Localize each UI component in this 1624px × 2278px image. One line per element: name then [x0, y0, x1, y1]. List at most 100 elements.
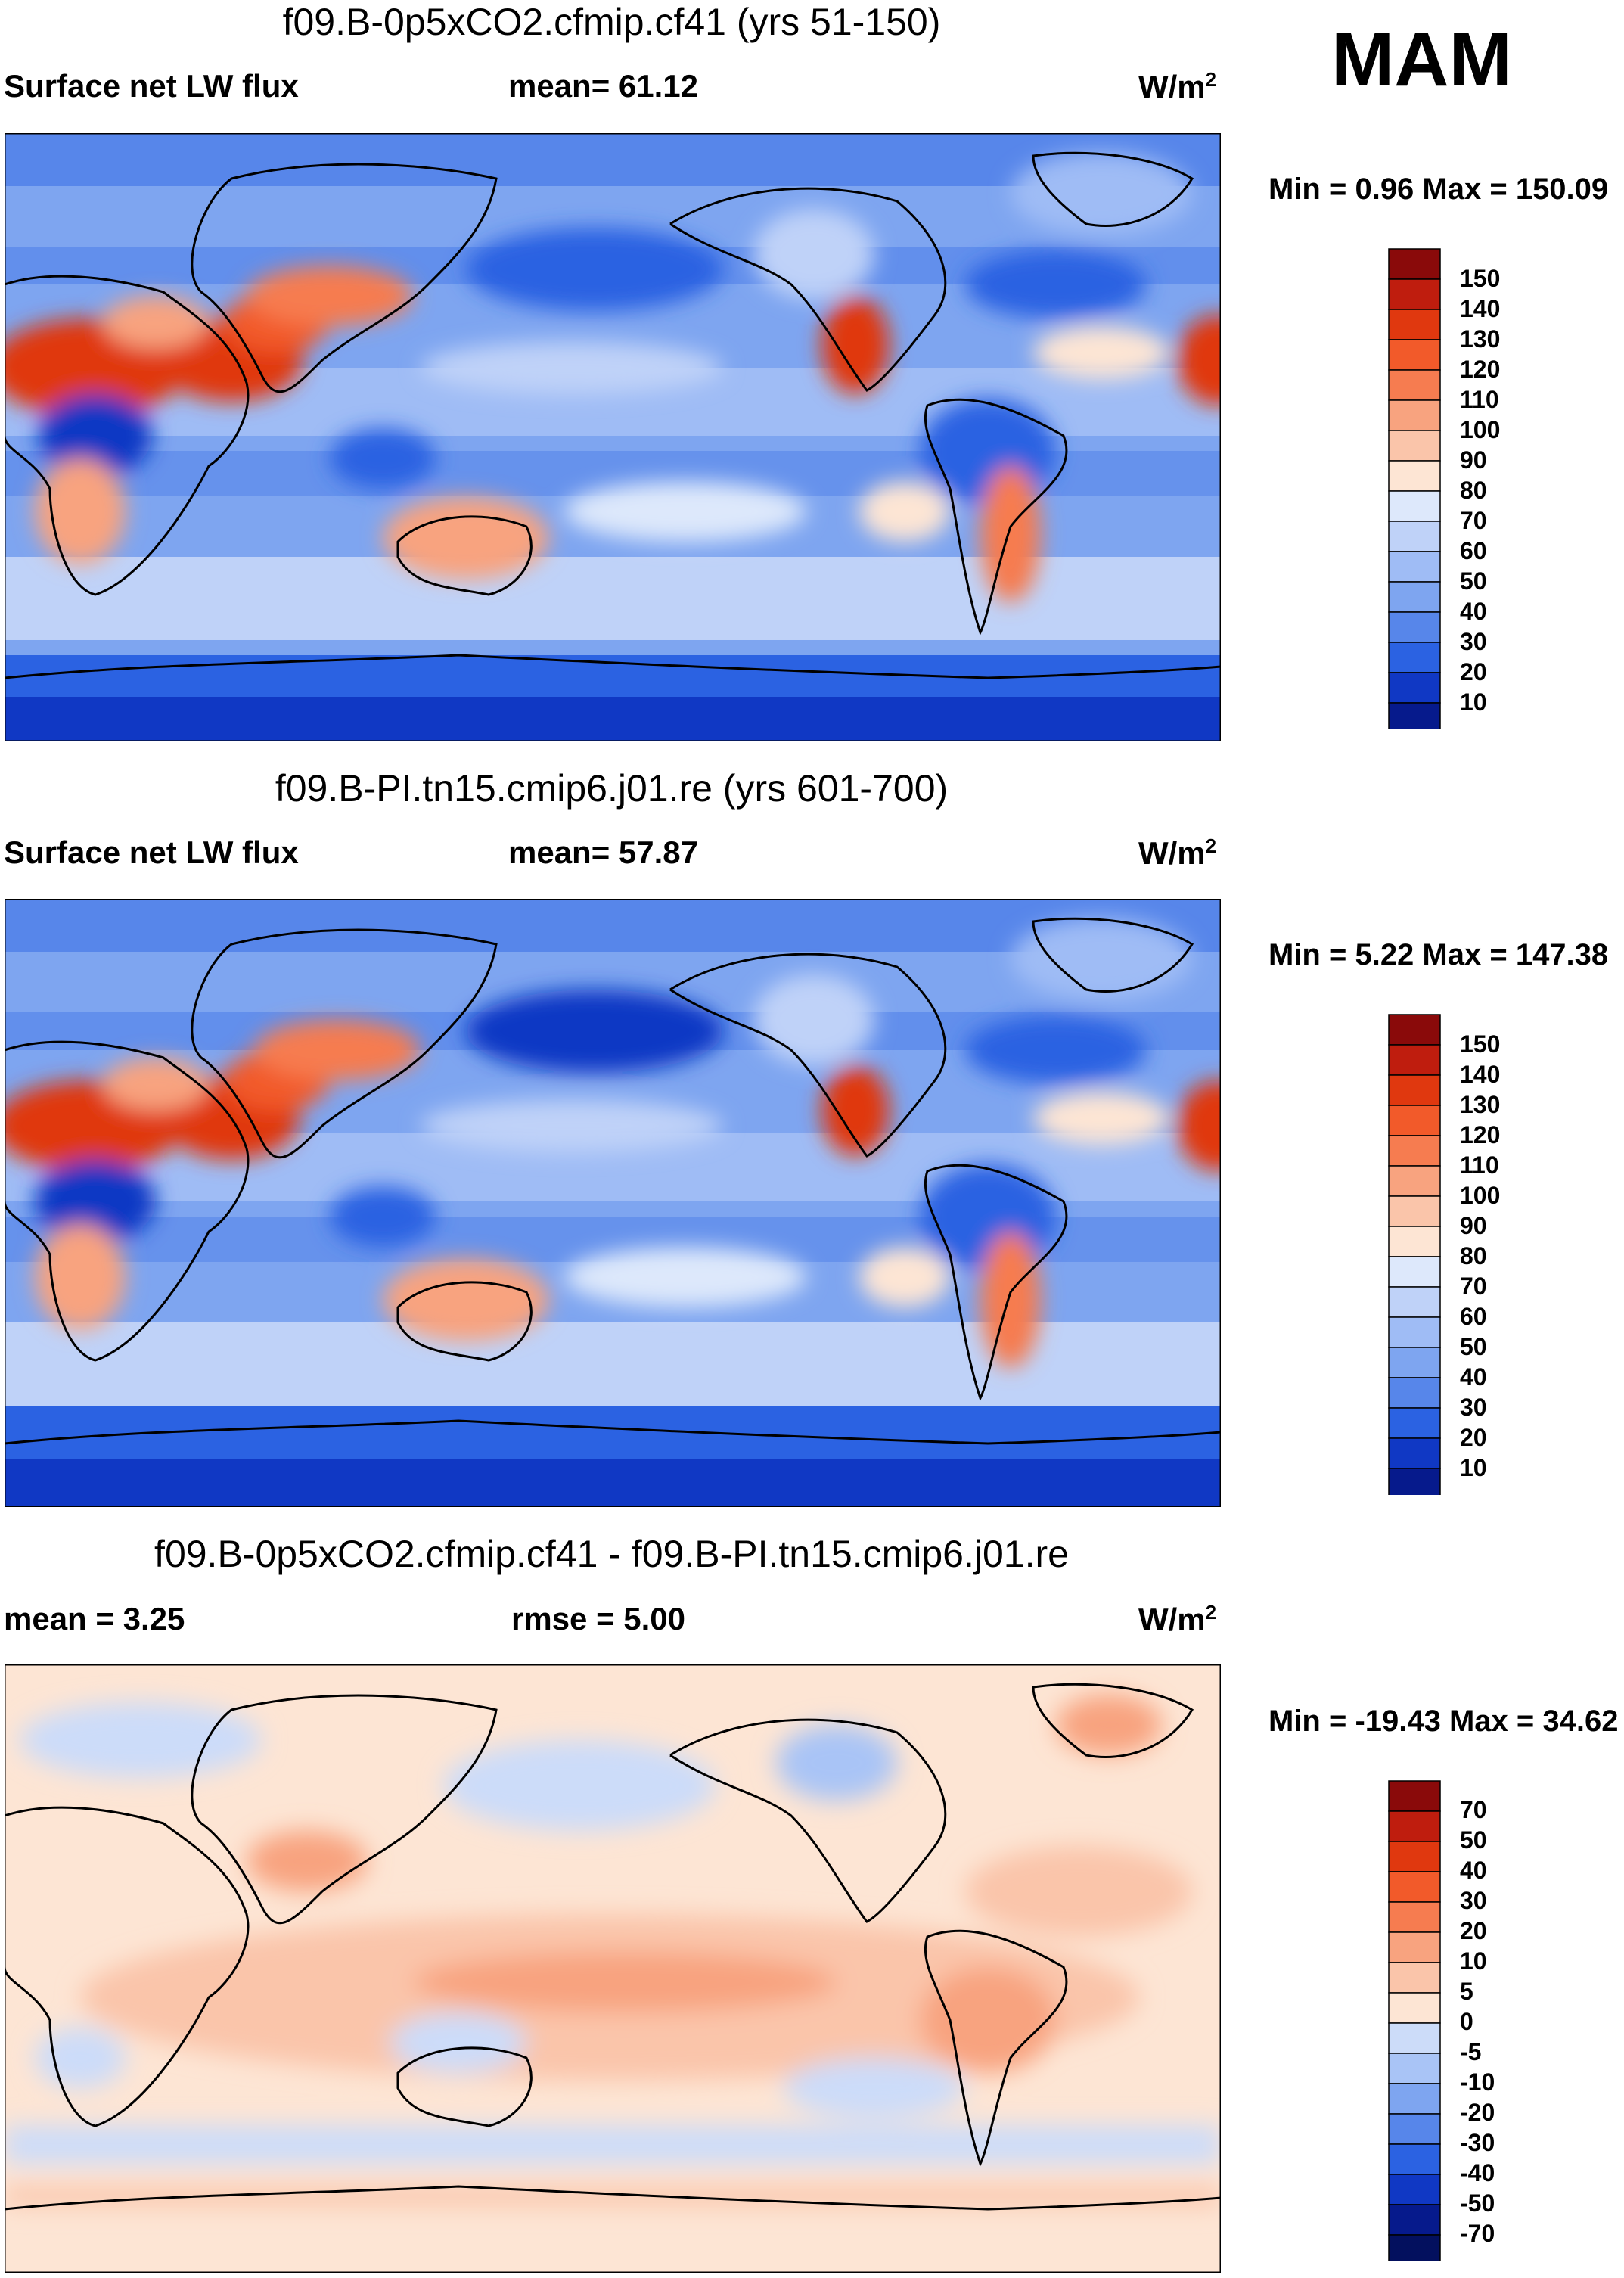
colorbar-tick-label: 50	[1460, 567, 1487, 595]
colorbar-box	[1388, 702, 1441, 729]
colorbar-tick-label: 120	[1460, 1121, 1501, 1148]
colorbar-box	[1388, 1931, 1441, 1963]
colorbar-box	[1388, 672, 1441, 704]
colorbar-tick-label: 70	[1460, 1273, 1487, 1300]
colorbar-box	[1388, 581, 1441, 613]
panel-2-title: f09.B-PI.tn15.cmip6.j01.re (yrs 601-700)	[275, 767, 949, 810]
colorbar-tick-label: -70	[1460, 2220, 1495, 2247]
panel-1-colorbar	[1388, 248, 1441, 729]
colorbar-tick-label: 110	[1460, 386, 1499, 413]
colorbar-tick-label: 20	[1460, 658, 1487, 685]
colorbar-box	[1388, 1407, 1441, 1439]
colorbar-box	[1388, 430, 1441, 462]
colorbar-box	[1388, 1014, 1441, 1046]
colorbar-tick-label: 20	[1460, 1917, 1487, 1944]
colorbar-box	[1388, 309, 1441, 340]
colorbar-box	[1388, 490, 1441, 522]
colorbar-tick-label: 110	[1460, 1151, 1499, 1179]
panel-1-minmax: Min = 0.96 Max = 150.09	[1268, 172, 1609, 206]
panel-1-variable-label: Surface net LW flux	[4, 68, 299, 104]
colorbar-tick-label: 100	[1460, 1182, 1501, 1209]
colorbar-tick-label: 60	[1460, 537, 1487, 564]
colorbar-box	[1388, 1195, 1441, 1227]
colorbar-box	[1388, 1992, 1441, 2024]
colorbar-tick-label: -20	[1460, 2099, 1495, 2126]
panel-3-title: f09.B-0p5xCO2.cfmip.cf41 - f09.B-PI.tn15…	[154, 1533, 1069, 1575]
colorbar-tick-label: 140	[1460, 1061, 1501, 1088]
colorbar-tick-label: 30	[1460, 1887, 1487, 1914]
colorbar-tick-label: 90	[1460, 446, 1487, 474]
panel-2-colorbar	[1388, 1014, 1441, 1495]
panel-2-mean-label: mean= 57.87	[508, 834, 699, 870]
colorbar-tick-label: -40	[1460, 2159, 1495, 2186]
colorbar-tick-label: 120	[1460, 356, 1501, 383]
colorbar-box	[1388, 1780, 1441, 1812]
colorbar-box	[1388, 642, 1441, 673]
colorbar-box	[1388, 1962, 1441, 1994]
panel-1-title: f09.B-0p5xCO2.cfmip.cf41 (yrs 51-150)	[282, 1, 941, 43]
colorbar-tick-label: 70	[1460, 507, 1487, 534]
colorbar-box	[1388, 2143, 1441, 2175]
colorbar-box	[1388, 2022, 1441, 2054]
colorbar-box	[1388, 1901, 1441, 1933]
panel-1-units: W/m2	[1138, 68, 1217, 104]
panel-2-map	[5, 899, 1221, 1507]
panel-3-colorbar	[1388, 1780, 1441, 2261]
colorbar-box	[1388, 2083, 1441, 2115]
panel-2-units: W/m2	[1138, 834, 1217, 871]
colorbar-tick-label: 150	[1460, 265, 1501, 292]
colorbar-tick-label: 10	[1460, 1454, 1487, 1481]
colorbar-tick-label: 5	[1460, 1978, 1473, 2005]
colorbar-box	[1388, 2174, 1441, 2205]
colorbar-tick-label: 70	[1460, 1796, 1487, 1823]
colorbar-tick-label: 60	[1460, 1303, 1487, 1330]
colorbar-box	[1388, 1468, 1441, 1495]
colorbar-box	[1388, 1074, 1441, 1106]
colorbar-tick-label: 80	[1460, 477, 1487, 504]
panel-2-minmax: Min = 5.22 Max = 147.38	[1268, 938, 1609, 971]
colorbar-box	[1388, 2204, 1441, 2236]
colorbar-tick-label: 50	[1460, 1333, 1487, 1360]
colorbar-tick-label: 130	[1460, 325, 1501, 353]
panel-2-variable-label: Surface net LW flux	[4, 834, 299, 870]
colorbar-tick-label: 140	[1460, 295, 1501, 322]
colorbar-tick-label: 20	[1460, 1424, 1487, 1451]
colorbar-box	[1388, 1377, 1441, 1409]
colorbar-box	[1388, 1841, 1441, 1872]
colorbar-box	[1388, 1437, 1441, 1469]
colorbar-box	[1388, 1044, 1441, 1076]
colorbar-box	[1388, 399, 1441, 431]
panel-3-minmax: Min = -19.43 Max = 34.62	[1268, 1705, 1619, 1738]
colorbar-tick-label: 40	[1460, 1857, 1487, 1884]
colorbar-box	[1388, 1316, 1441, 1348]
colorbar-box	[1388, 460, 1441, 492]
colorbar-tick-label: 30	[1460, 1394, 1487, 1421]
colorbar-tick-label: 90	[1460, 1212, 1487, 1239]
colorbar-box	[1388, 2234, 1441, 2261]
season-label: MAM	[1331, 17, 1512, 102]
colorbar-box	[1388, 369, 1441, 401]
colorbar-tick-label: 80	[1460, 1242, 1487, 1270]
colorbar-box	[1388, 1810, 1441, 1842]
panel-3-units: W/m2	[1138, 1601, 1217, 1637]
panel-3-rmse-label: rmse = 5.00	[511, 1601, 686, 1636]
panel-1-mean-label: mean= 61.12	[508, 68, 699, 104]
colorbar-box	[1388, 1135, 1441, 1167]
colorbar-tick-label: 0	[1460, 2008, 1473, 2035]
colorbar-tick-label: -30	[1460, 2129, 1495, 2156]
panel-1-map	[5, 133, 1221, 741]
colorbar-box	[1388, 611, 1441, 643]
colorbar-tick-label: 50	[1460, 1826, 1487, 1854]
colorbar-tick-label: 40	[1460, 1363, 1487, 1391]
colorbar-box	[1388, 551, 1441, 583]
colorbar-box	[1388, 1347, 1441, 1378]
colorbar-box	[1388, 1256, 1441, 1288]
colorbar-tick-label: 40	[1460, 598, 1487, 625]
colorbar-box	[1388, 2053, 1441, 2084]
colorbar-box	[1388, 278, 1441, 310]
colorbar-tick-label: -10	[1460, 2068, 1495, 2096]
colorbar-tick-label: 100	[1460, 416, 1501, 443]
colorbar-box	[1388, 1871, 1441, 1903]
colorbar-tick-label: 130	[1460, 1091, 1501, 1118]
colorbar-box	[1388, 1226, 1441, 1257]
